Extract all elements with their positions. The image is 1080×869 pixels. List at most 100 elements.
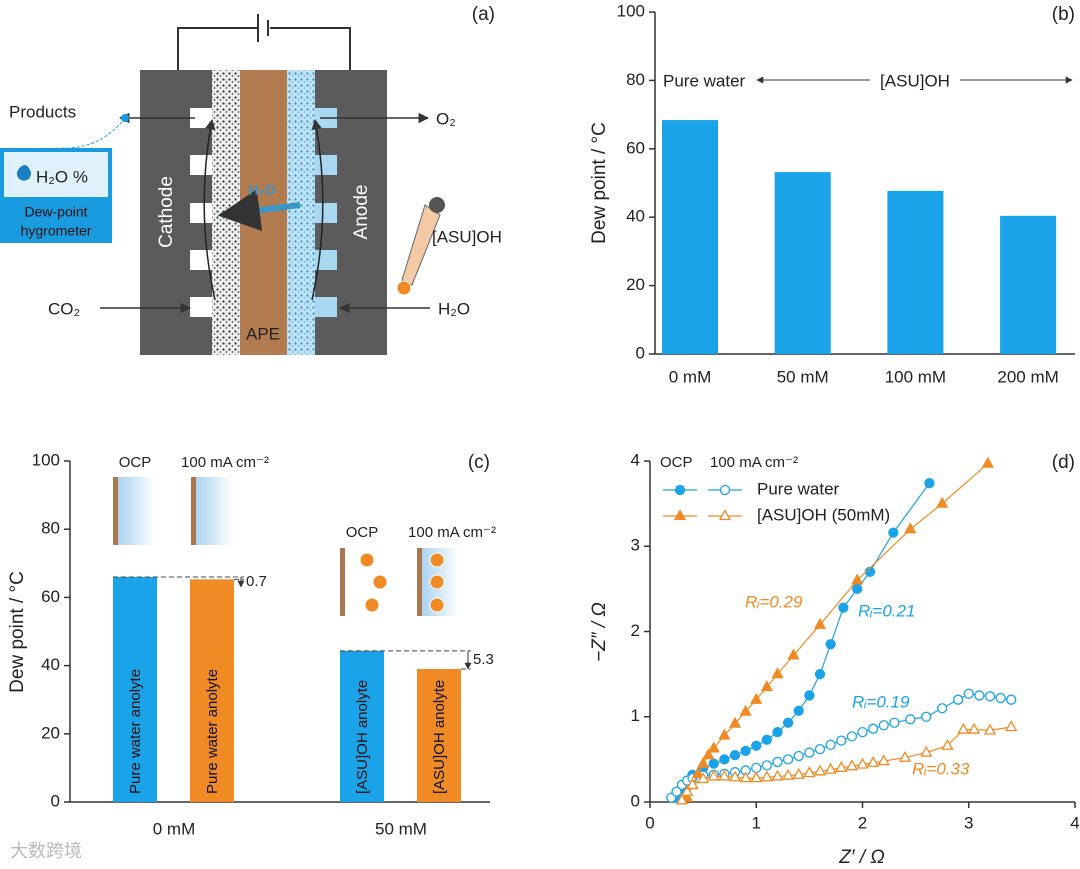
bar bbox=[113, 576, 157, 802]
data-point bbox=[719, 754, 730, 765]
hygrometer-reading: H₂O % bbox=[36, 167, 88, 186]
annotation: 0.7 bbox=[246, 573, 267, 590]
y-tick-label: 40 bbox=[626, 207, 645, 226]
data-point bbox=[924, 478, 935, 489]
data-point bbox=[813, 617, 827, 629]
data-point bbox=[728, 770, 742, 782]
data-point bbox=[691, 767, 704, 779]
x-tick-label: 100 mM bbox=[885, 367, 946, 386]
data-point bbox=[787, 648, 800, 660]
x-tick-label: 1 bbox=[752, 813, 761, 832]
anode-label: Anode bbox=[351, 185, 372, 240]
data-point bbox=[952, 694, 964, 705]
data-point bbox=[771, 769, 784, 781]
watermark: 大数跨境 bbox=[10, 841, 82, 861]
data-point bbox=[760, 770, 773, 782]
products-label: Products bbox=[9, 102, 76, 121]
annotation: Rᵢ=0.21 bbox=[858, 601, 915, 620]
x-tick-label: 200 mM bbox=[997, 367, 1058, 386]
data-point bbox=[750, 692, 763, 704]
data-point bbox=[974, 690, 985, 701]
data-point bbox=[905, 714, 916, 725]
data-point bbox=[814, 668, 826, 680]
data-point bbox=[813, 764, 827, 776]
y-tick-label: 20 bbox=[626, 275, 645, 294]
data-point bbox=[867, 755, 880, 767]
y-tick-label: 0 bbox=[636, 343, 645, 362]
x-tick-label: 50 mM bbox=[777, 367, 829, 386]
panel-label: (b) bbox=[1052, 4, 1075, 25]
annotation: Pure water bbox=[663, 71, 746, 90]
data-point bbox=[686, 778, 699, 790]
data-point bbox=[718, 728, 731, 740]
data-point bbox=[936, 496, 949, 508]
y-tick-label: 4 bbox=[631, 450, 640, 469]
data-point bbox=[983, 723, 997, 735]
anode-input: H₂O bbox=[438, 299, 470, 318]
hygrometer-name: hygrometer bbox=[21, 223, 92, 239]
data-point bbox=[804, 747, 815, 758]
data-point bbox=[825, 639, 836, 650]
bar bbox=[887, 190, 944, 354]
y-tick-label: 0 bbox=[51, 791, 60, 810]
bar bbox=[340, 650, 384, 802]
data-point bbox=[782, 754, 794, 765]
data-point bbox=[967, 722, 981, 734]
data-point bbox=[750, 771, 763, 783]
data-point bbox=[675, 793, 688, 805]
data-point bbox=[941, 738, 954, 750]
data-point bbox=[835, 761, 848, 773]
data-point bbox=[857, 726, 868, 738]
y-tick-label: 20 bbox=[41, 723, 60, 742]
bar bbox=[774, 172, 831, 354]
data-point bbox=[729, 749, 741, 761]
x-tick-label: 0 mM bbox=[669, 367, 712, 386]
y-tick-label: 3 bbox=[631, 536, 640, 555]
x-tick-label: 3 bbox=[964, 813, 973, 832]
data-point bbox=[782, 768, 795, 780]
bar-label: [ASU]OH anolyte bbox=[431, 680, 448, 794]
legend-label: [ASU]OH (50mM) bbox=[757, 505, 890, 524]
y-tick-label: 2 bbox=[631, 621, 640, 640]
data-point bbox=[718, 769, 731, 781]
data-point bbox=[673, 509, 687, 521]
data-point bbox=[718, 509, 732, 521]
data-point bbox=[697, 772, 710, 784]
data-point bbox=[751, 740, 762, 751]
data-point bbox=[760, 680, 773, 692]
hygrometer-name: Dew-point bbox=[24, 204, 87, 220]
data-point bbox=[771, 667, 784, 679]
data-point bbox=[921, 711, 932, 722]
series-line bbox=[681, 726, 1012, 801]
data-point bbox=[867, 723, 879, 734]
data-point bbox=[702, 748, 715, 760]
series-label: OCP bbox=[346, 524, 379, 541]
data-point bbox=[851, 573, 864, 585]
legend-header: 100 mA cm⁻² bbox=[710, 454, 798, 471]
data-point bbox=[803, 766, 816, 778]
y-tick-label: 100 bbox=[32, 450, 60, 469]
data-point bbox=[792, 767, 805, 779]
x-tick-label: 0 bbox=[645, 813, 654, 832]
data-point bbox=[898, 750, 912, 762]
data-point bbox=[681, 784, 694, 796]
data-point bbox=[957, 722, 970, 734]
cathode-label: Cathode bbox=[156, 176, 177, 248]
y-axis-label: Dew point / °C bbox=[589, 122, 610, 244]
data-point bbox=[707, 741, 720, 753]
annotation: Rᵢ=0.29 bbox=[745, 592, 803, 611]
bar bbox=[190, 579, 234, 802]
annotation: 5.3 bbox=[473, 651, 494, 668]
data-point bbox=[751, 762, 762, 774]
y-tick-label: 60 bbox=[41, 587, 60, 606]
data-point bbox=[761, 734, 773, 745]
data-point bbox=[856, 757, 869, 769]
y-tick-label: 80 bbox=[41, 519, 60, 538]
panel-label: (a) bbox=[472, 4, 495, 25]
bar-label: Pure water anolyte bbox=[127, 669, 144, 794]
data-point bbox=[697, 756, 710, 768]
data-point bbox=[836, 735, 847, 746]
data-point bbox=[838, 602, 849, 613]
x-tick-label: 0 mM bbox=[153, 819, 196, 838]
legend-label: Pure water bbox=[757, 479, 840, 498]
